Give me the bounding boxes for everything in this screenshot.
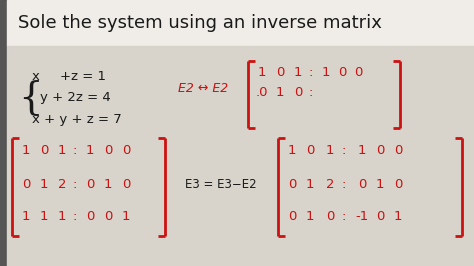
Text: 1: 1 — [86, 144, 94, 157]
Text: 0: 0 — [276, 66, 284, 80]
Text: x: x — [32, 69, 40, 82]
Text: 1: 1 — [306, 210, 314, 222]
Text: :: : — [342, 210, 346, 222]
Text: E2 ↔ E2: E2 ↔ E2 — [178, 81, 228, 94]
Text: 1: 1 — [322, 66, 330, 80]
Text: :: : — [342, 177, 346, 190]
Text: 2: 2 — [58, 177, 66, 190]
Text: 0: 0 — [394, 144, 402, 157]
Text: 0: 0 — [288, 177, 296, 190]
Text: 0: 0 — [104, 144, 112, 157]
Text: 0: 0 — [86, 177, 94, 190]
Text: 0: 0 — [22, 177, 30, 190]
Text: 0: 0 — [376, 210, 384, 222]
Text: 0: 0 — [40, 144, 48, 157]
Text: 1: 1 — [58, 210, 66, 222]
Text: 0: 0 — [104, 210, 112, 222]
Text: 2: 2 — [326, 177, 334, 190]
Text: 1: 1 — [326, 144, 334, 157]
Text: :: : — [73, 177, 77, 190]
Bar — [0, 0, 7, 266]
Text: x + y + z = 7: x + y + z = 7 — [32, 114, 122, 127]
Text: 0: 0 — [358, 177, 366, 190]
Text: 1: 1 — [104, 177, 112, 190]
Text: y + 2z = 4: y + 2z = 4 — [40, 92, 111, 105]
Text: 1: 1 — [358, 144, 366, 157]
Text: :: : — [309, 66, 313, 80]
Text: 1: 1 — [276, 86, 284, 99]
Text: 1: 1 — [58, 144, 66, 157]
Text: :: : — [342, 144, 346, 157]
Text: :: : — [73, 144, 77, 157]
Text: 1: 1 — [294, 66, 302, 80]
Text: -1: -1 — [356, 210, 369, 222]
Text: .0: .0 — [256, 86, 268, 99]
Bar — [7, 46, 474, 266]
Text: 0: 0 — [326, 210, 334, 222]
Text: 0: 0 — [306, 144, 314, 157]
Text: E3 = E3−E2: E3 = E3−E2 — [185, 177, 256, 190]
Text: 1: 1 — [376, 177, 384, 190]
Text: 1: 1 — [122, 210, 130, 222]
Text: 0: 0 — [122, 177, 130, 190]
Text: 0: 0 — [354, 66, 362, 80]
Text: {: { — [18, 80, 43, 117]
Text: 0: 0 — [294, 86, 302, 99]
Text: Sole the system using an inverse matrix: Sole the system using an inverse matrix — [18, 14, 382, 32]
Bar — [7, 0, 474, 46]
Text: 1: 1 — [306, 177, 314, 190]
Text: 1: 1 — [394, 210, 402, 222]
Text: :: : — [309, 86, 313, 99]
Text: 1: 1 — [40, 210, 48, 222]
Text: 0: 0 — [376, 144, 384, 157]
Text: 0: 0 — [338, 66, 346, 80]
Text: 1: 1 — [22, 144, 30, 157]
Text: +z = 1: +z = 1 — [60, 69, 106, 82]
Text: 0: 0 — [86, 210, 94, 222]
Text: 0: 0 — [122, 144, 130, 157]
Text: :: : — [73, 210, 77, 222]
Text: 1: 1 — [40, 177, 48, 190]
Text: 1: 1 — [288, 144, 296, 157]
Text: 1: 1 — [22, 210, 30, 222]
Text: 0: 0 — [394, 177, 402, 190]
Text: 0: 0 — [288, 210, 296, 222]
Text: 1: 1 — [258, 66, 266, 80]
